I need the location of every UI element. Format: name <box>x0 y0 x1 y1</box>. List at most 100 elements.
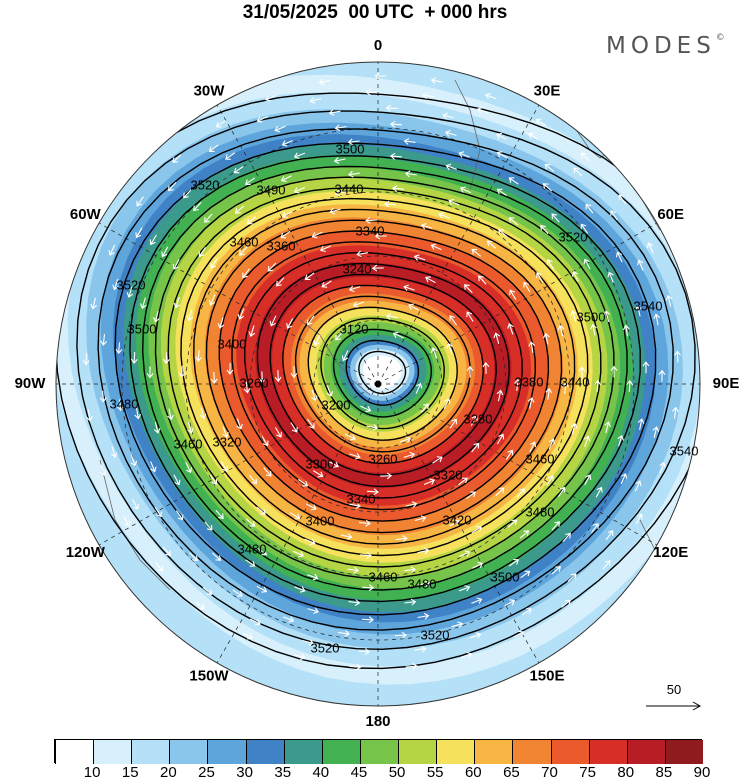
wind-vector-arrow <box>622 324 630 337</box>
copyright-mark: © <box>715 33 725 43</box>
wind-vector-arrow <box>173 474 181 486</box>
contour-label: 3340 <box>356 223 385 238</box>
wind-vector-arrow <box>248 474 257 485</box>
contour-label: 3380 <box>515 374 544 389</box>
colorbar-tick-label: 90 <box>693 764 711 781</box>
wind-vector-arrow <box>594 379 602 392</box>
contour-label: 3320 <box>213 434 242 449</box>
wind-vector-arrow <box>269 315 277 327</box>
wind-vector-arrow <box>150 461 157 473</box>
wind-vector-arrow <box>307 573 319 581</box>
wind-vector-arrow <box>403 284 415 292</box>
contour-label: 3460 <box>369 569 398 584</box>
wind-vector-arrow <box>352 301 365 308</box>
colorbar-tick-label: 40 <box>312 764 330 781</box>
wind-vector-arrow <box>365 88 378 96</box>
wind-vector-arrow <box>545 387 553 400</box>
wind-vector-arrow <box>293 152 306 159</box>
wind-vector-arrow <box>509 289 517 300</box>
wind-vector-arrow <box>293 186 305 194</box>
wind-vector-arrow <box>573 167 583 177</box>
wind-vector-arrow <box>486 240 497 249</box>
wind-vector-arrow <box>86 409 93 422</box>
wind-vector-arrow <box>242 632 254 640</box>
wind-vector-arrow <box>136 196 144 207</box>
wind-vector-arrow <box>507 519 518 528</box>
wind-vector-arrow <box>404 566 417 574</box>
contour-label: 3540 <box>670 443 699 458</box>
contour-label: 3300 <box>306 456 335 471</box>
wind-vector-arrow <box>449 315 457 326</box>
wind-vector-arrow <box>258 371 266 384</box>
contour-label: 3460 <box>174 436 203 451</box>
wind-vector-arrow <box>652 426 660 438</box>
wind-vector-arrow <box>309 97 322 104</box>
wind-vector-arrow <box>239 246 248 256</box>
wind-vector-arrow <box>183 189 192 199</box>
contour-line <box>332 328 433 418</box>
wind-vector-arrow <box>210 371 218 384</box>
wind-vector-arrow <box>244 177 256 185</box>
wind-vector-arrow <box>108 244 116 256</box>
wind-vector-arrow <box>126 286 134 298</box>
wind-vector-arrow <box>672 406 679 419</box>
wind-vector-arrow <box>208 144 219 152</box>
wind-vector-arrow <box>130 352 138 365</box>
wind-vector-arrow <box>294 586 306 593</box>
wind-vector-arrow <box>334 124 347 132</box>
wind-vector-arrow <box>100 334 108 346</box>
contour-label: 3480 <box>408 576 437 591</box>
wind-vector-arrow <box>90 297 98 310</box>
wind-vector-arrow <box>374 232 387 240</box>
wind-vector-arrow <box>508 559 520 567</box>
colorbar-swatch <box>626 740 666 764</box>
contour-line <box>218 230 550 522</box>
wind-vector-arrow <box>360 551 373 559</box>
wind-vector-arrow <box>674 350 681 363</box>
wind-vector-arrow <box>274 125 286 133</box>
wind-vector-arrow <box>115 342 123 355</box>
wind-vector-arrow <box>319 245 332 253</box>
colorbar-swatch <box>93 740 132 764</box>
contour-label: 3490 <box>257 182 286 197</box>
wind-vector-arrow <box>146 366 154 379</box>
wind-vector-arrow <box>399 436 412 443</box>
contour-label: 3260 <box>369 451 398 466</box>
wind-vector-arrow <box>548 438 556 450</box>
wind-vector-arrow <box>471 442 480 453</box>
wind-vector-arrow <box>498 229 508 238</box>
wind-vector-arrow <box>349 663 362 671</box>
wind-vector-arrow <box>567 573 577 582</box>
wind-vector-arrow <box>280 175 292 183</box>
wind-vector-arrow <box>225 152 236 160</box>
wind-vector-arrow <box>211 552 222 561</box>
wind-vector-arrow <box>366 424 379 431</box>
colorbar-swatch <box>664 740 704 764</box>
colorbar-tick-label: 65 <box>503 764 520 781</box>
wind-vector-arrow <box>523 281 531 293</box>
wind-vector-arrow <box>561 600 571 608</box>
wind-vector-arrow <box>665 294 673 307</box>
wind-vector-arrow <box>161 246 169 258</box>
wind-vector-arrow <box>349 452 361 460</box>
wind-vector-arrow <box>204 213 213 223</box>
wind-vector-arrow <box>615 251 623 263</box>
wind-vector-arrow <box>122 515 131 527</box>
wind-vector-arrow <box>466 311 474 322</box>
wind-vector-arrow <box>328 109 341 116</box>
wind-vector-arrow <box>659 461 666 474</box>
wind-vector-arrow <box>557 324 565 337</box>
wind-vector-arrow <box>204 521 213 531</box>
wind-vector-arrow <box>172 154 182 163</box>
wind-vector-arrow <box>610 210 618 221</box>
wind-vector-arrow <box>417 612 430 620</box>
wind-vector-arrow <box>457 477 468 486</box>
wind-vector-arrow <box>497 433 505 445</box>
wind-vector-arrow <box>286 318 294 329</box>
wind-vector-arrow <box>281 140 293 147</box>
wind-vector-arrow <box>199 407 207 420</box>
wind-vector-arrow <box>463 284 473 294</box>
wind-vector-arrow <box>347 138 360 146</box>
longitude-label: 150W <box>189 668 229 685</box>
contour-label: 3500 <box>128 321 157 336</box>
